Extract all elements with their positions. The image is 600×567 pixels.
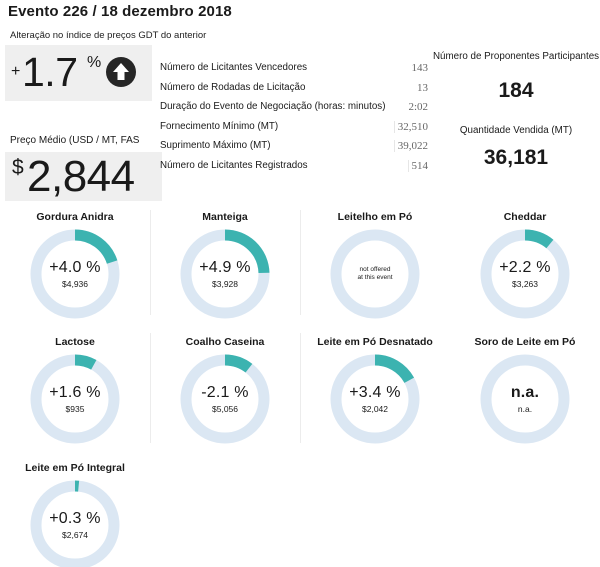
product-ring: not offered at this event — [330, 229, 420, 319]
product-change: +2.2 % — [499, 259, 551, 276]
product-change: +0.3 % — [49, 510, 101, 527]
product-name: Soro de Leite em Pó — [474, 336, 576, 348]
ring-change-arc — [30, 229, 120, 319]
product-ring: +0.3 % $2,674 — [30, 480, 120, 567]
product-name: Leite em Pó Desnatado — [317, 336, 433, 348]
product-ring: +2.2 % $3,263 — [480, 229, 570, 319]
product-change: -2.1 % — [201, 384, 249, 401]
product-price: $3,263 — [512, 279, 538, 289]
stat-value: 13 — [417, 81, 428, 94]
stat-label: Número de Licitantes Vencedores — [160, 62, 308, 73]
ring-change-arc — [330, 354, 420, 444]
quantity-block: Quantidade Vendida (MT) 36,181 — [432, 125, 600, 170]
quantity-value: 36,181 — [483, 146, 549, 169]
product-name: Cheddar — [503, 211, 547, 223]
stat-value: 39,022 — [393, 140, 428, 152]
product-price: $3,928 — [212, 279, 238, 289]
product-name: Leite em Pó Integral — [25, 462, 125, 474]
change-unit: % — [87, 54, 102, 71]
stat-value: 143 — [411, 62, 429, 74]
average-price-box: $ 2,844 — [5, 152, 162, 201]
product-ring: -2.1 % $5,056 — [180, 354, 270, 444]
product-change: +4.9 % — [199, 259, 251, 276]
product-tile: Leitelho em Pó not offered at this event — [300, 211, 450, 319]
product-ring: +4.9 % $3,928 — [180, 229, 270, 319]
product-ring: +3.4 % $2,042 — [330, 354, 420, 444]
divider — [300, 210, 301, 315]
stat-label: Duração do Evento de Negociação (horas: … — [160, 101, 386, 112]
product-price: $4,936 — [62, 279, 88, 289]
product-tile: Leite em Pó Desnatado +3.4 % $2,042 — [300, 336, 450, 444]
product-tile: Coalho Caseina -2.1 % $5,056 — [150, 336, 300, 444]
stat-label: Suprimento Máximo (MT) — [160, 140, 271, 151]
not-offered-note: not offered — [359, 266, 391, 273]
stat-row: Número de Licitantes Registrados 514 — [160, 159, 430, 179]
divider — [150, 333, 151, 443]
stat-label: Número de Rodadas de Licitação — [160, 81, 306, 93]
ring-track — [480, 354, 570, 444]
index-change-box: + 1.7 % — [5, 45, 152, 101]
stat-row: Fornecimento Mínimo (MT) 32,510 — [160, 120, 430, 140]
product-price: $2,042 — [362, 404, 388, 414]
currency-symbol: $ — [12, 156, 24, 179]
arrow-up-icon — [106, 57, 136, 87]
change-value: 1.7 — [22, 49, 78, 95]
product-tile: Leite em Pó Integral +0.3 % $2,674 — [0, 462, 150, 567]
product-change: +3.4 % — [349, 384, 401, 401]
product-price: $935 — [65, 404, 85, 414]
stat-value: 32,510 — [393, 120, 428, 133]
stat-value: 514 — [407, 159, 428, 172]
ring-change-arc — [30, 480, 120, 567]
product-name: Lactose — [55, 336, 95, 348]
product-tile: Gordura Anidra +4.0 % $4,936 — [0, 211, 150, 319]
participants-label: Número de Proponentes Participantes — [432, 51, 600, 62]
stat-label: Fornecimento Mínimo (MT) — [160, 120, 279, 132]
average-price-label: Preço Médio (USD / MT, FAS — [10, 135, 140, 146]
ring-change-arc — [480, 229, 570, 319]
product-change: n.a. — [510, 384, 540, 401]
product-price: n.a. — [517, 404, 533, 414]
quantity-label: Quantidade Vendida (MT) — [459, 125, 573, 136]
event-title: Evento 226 / 18 dezembro 2018 — [8, 3, 232, 20]
product-ring: +1.6 % $935 — [30, 354, 120, 444]
product-price: $5,056 — [212, 404, 238, 414]
ring-change-arc — [180, 229, 270, 319]
ring-track — [330, 229, 420, 319]
product-price: $2,674 — [62, 530, 88, 540]
participants-value: 184 — [498, 79, 534, 102]
stat-row: Suprimento Máximo (MT) 39,022 — [160, 139, 430, 159]
ring-change-arc — [30, 354, 120, 444]
auction-stats: Número de Licitantes Vencedores 143 Núme… — [160, 61, 430, 178]
stat-row: Duração do Evento de Negociação (horas: … — [160, 100, 430, 120]
product-name: Manteiga — [202, 211, 248, 223]
product-name: Gordura Anidra — [36, 211, 114, 223]
stat-row: Número de Rodadas de Licitação 13 — [160, 81, 430, 101]
average-price-value: 2,844 — [27, 152, 135, 201]
change-label: Alteração no índice de preços GDT do ant… — [10, 30, 207, 41]
product-name: Leitelho em Pó — [337, 211, 413, 223]
change-sign: + — [11, 63, 21, 80]
stat-row: Número de Licitantes Vencedores 143 — [160, 61, 430, 81]
product-tile: Soro de Leite em Pó n.a. n.a. — [450, 336, 600, 444]
ring-change-arc — [180, 354, 270, 444]
product-tile: Lactose +1.6 % $935 — [0, 336, 150, 444]
participants-block: Número de Proponentes Participantes 184 — [432, 51, 600, 103]
stat-label: Número de Licitantes Registrados — [160, 159, 308, 171]
product-change: +1.6 % — [49, 384, 101, 401]
not-offered-note: at this event — [357, 274, 393, 281]
product-name: Coalho Caseina — [185, 336, 265, 348]
product-change: +4.0 % — [49, 259, 101, 276]
stat-value: 2:02 — [408, 101, 428, 113]
product-ring: +4.0 % $4,936 — [30, 229, 120, 319]
product-tile: Cheddar +2.2 % $3,263 — [450, 211, 600, 319]
product-tile: Manteiga +4.9 % $3,928 — [150, 211, 300, 319]
divider — [150, 210, 151, 315]
product-ring: n.a. n.a. — [480, 354, 570, 444]
divider — [300, 333, 301, 443]
